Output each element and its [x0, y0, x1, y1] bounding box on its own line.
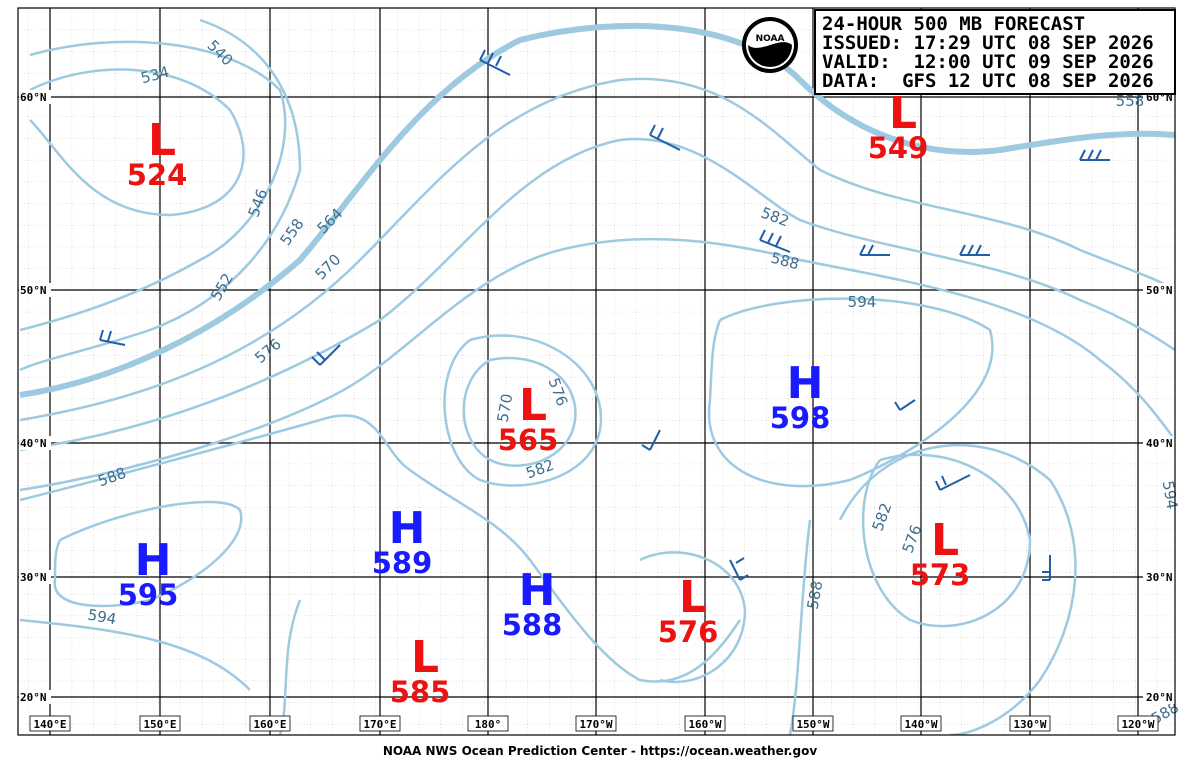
- lat-label-box: [19, 570, 51, 584]
- lon-label: 130°W: [1013, 718, 1046, 731]
- lon-label: 160°W: [688, 718, 721, 731]
- lat-label: 40°N: [1146, 437, 1173, 450]
- logo-text: NOAA: [756, 34, 785, 44]
- center-value: 576: [658, 615, 719, 649]
- center-symbol: L: [519, 380, 547, 431]
- center-symbol: H: [519, 565, 556, 616]
- lat-label-box: [1143, 283, 1175, 297]
- contour-label: 558: [1116, 92, 1145, 110]
- lon-label-box: [1117, 715, 1159, 732]
- lon-label-box: [29, 715, 71, 732]
- noaa-logo: NOAA: [742, 17, 798, 73]
- header-box: [814, 9, 1176, 95]
- lon-label-box: [792, 715, 834, 732]
- center-value: 589: [372, 546, 433, 580]
- lat-label: 50°N: [20, 284, 47, 297]
- lon-label-box: [249, 715, 291, 732]
- lon-label: 170°W: [579, 718, 612, 731]
- center-symbol: H: [787, 358, 824, 409]
- contour-label: 588: [804, 579, 827, 610]
- center-symbol: H: [135, 535, 172, 586]
- lat-label: 40°N: [20, 437, 47, 450]
- header-line: DATA: GFS 12 UTC 08 SEP 2026: [822, 70, 1154, 92]
- center-value: 588: [502, 608, 563, 642]
- lon-label: 160°E: [253, 718, 286, 731]
- lon-label-box: [359, 715, 401, 732]
- lon-label: 140°E: [33, 718, 66, 731]
- lat-label: 30°N: [1146, 571, 1173, 584]
- lat-label: 50°N: [1146, 284, 1173, 297]
- center-value: 585: [390, 675, 451, 709]
- lon-label-box: [1009, 715, 1051, 732]
- wind-barbs: [99, 49, 1110, 581]
- lat-label-box: [19, 436, 51, 450]
- map-border: [17, 7, 1176, 736]
- lat-label-box: [1143, 436, 1175, 450]
- footer: NOAA NWS Ocean Prediction Center - https…: [383, 744, 817, 758]
- lat-label-box: [19, 283, 51, 297]
- lat-label-box: [19, 690, 51, 704]
- lat-label: 20°N: [1146, 691, 1173, 704]
- center-symbol: L: [148, 115, 176, 166]
- lat-label-box: [1143, 570, 1175, 584]
- lon-label-box: [575, 715, 617, 732]
- lat-label: 30°N: [20, 571, 47, 584]
- center-value: 573: [910, 558, 971, 592]
- lat-label: 20°N: [20, 691, 47, 704]
- center-value: 524: [127, 158, 188, 192]
- center-value: 549: [868, 131, 929, 165]
- header-line: ISSUED: 17:29 UTC 08 SEP 2026: [822, 32, 1154, 54]
- lon-label-box: [684, 715, 726, 732]
- lon-label: 150°E: [143, 718, 176, 731]
- center-symbol: L: [679, 572, 707, 623]
- axis-labels: 140°E 150°E 160°E 170°E 180° 170°W 160°W 150°W 1…: [19, 90, 1175, 732]
- center-value: 595: [118, 578, 179, 612]
- center-symbol: L: [889, 88, 917, 139]
- header-line: 24-HOUR 500 MB FORECAST: [822, 13, 1085, 35]
- lon-label-box: [467, 715, 509, 732]
- lat-label-box: [19, 90, 51, 104]
- center-symbol: H: [389, 503, 426, 554]
- center-value: 565: [498, 423, 559, 457]
- lon-label: 120°W: [1121, 718, 1154, 731]
- lon-label: 140°W: [904, 718, 937, 731]
- contour-label: 594: [848, 293, 877, 311]
- lat-label: 60°N: [20, 91, 47, 104]
- center-value: 598: [770, 401, 831, 435]
- lon-label-box: [900, 715, 942, 732]
- header-line: VALID: 12:00 UTC 09 SEP 2026: [822, 51, 1154, 73]
- center-symbol: L: [411, 632, 439, 683]
- center-symbol: L: [931, 515, 959, 566]
- lon-label-box: [139, 715, 181, 732]
- lon-label: 170°E: [363, 718, 396, 731]
- contour-label: 594: [1159, 479, 1182, 510]
- lon-label: 150°W: [796, 718, 829, 731]
- contour-label: 570: [494, 392, 517, 423]
- contour-label: 594: [86, 606, 117, 629]
- lon-label: 180°: [475, 718, 502, 731]
- lat-label-box: [1143, 690, 1175, 704]
